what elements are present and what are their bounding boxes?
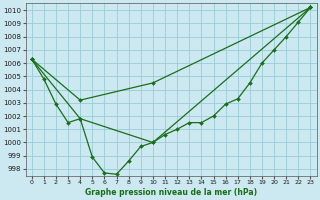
X-axis label: Graphe pression niveau de la mer (hPa): Graphe pression niveau de la mer (hPa) xyxy=(85,188,257,197)
